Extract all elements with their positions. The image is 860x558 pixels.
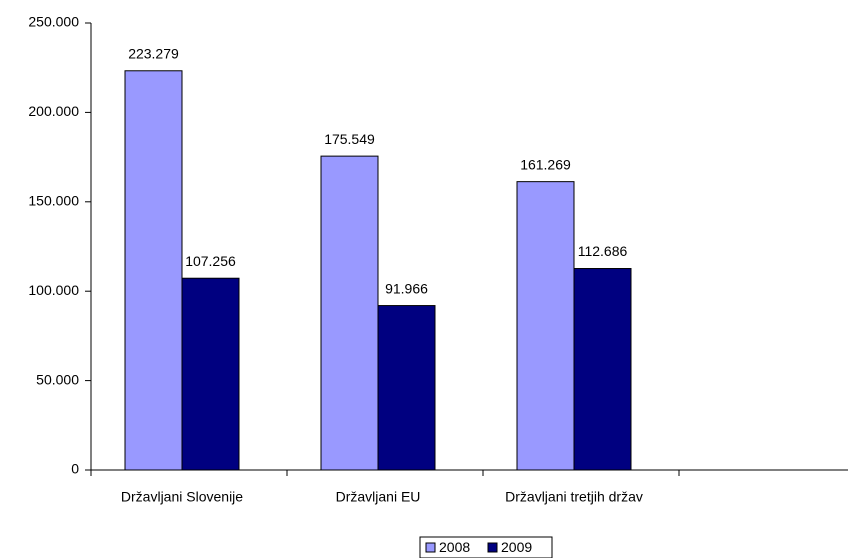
bar	[320, 155, 379, 471]
bar	[377, 305, 436, 471]
legend-swatch	[487, 542, 498, 553]
legend-box	[419, 536, 553, 558]
legend-swatch	[425, 542, 436, 553]
x-tick-label: Državljani tretjih držav	[505, 489, 643, 505]
value-label: 223.279	[128, 45, 179, 61]
y-tick-label: 100.000	[28, 282, 79, 298]
x-tick-label: Državljani EU	[336, 489, 421, 505]
x-tick-label: Državljani Slovenije	[121, 489, 243, 505]
legend-label: 2009	[501, 539, 532, 555]
y-tick-label: 0	[71, 461, 79, 477]
legend-label: 2008	[439, 539, 470, 555]
value-label: 161.269	[520, 156, 571, 172]
value-label: 91.966	[385, 280, 428, 296]
value-label: 112.686	[578, 243, 628, 259]
y-tick-label: 150.000	[28, 193, 79, 209]
y-tick-label: 250.000	[28, 14, 79, 30]
bar	[124, 70, 183, 471]
bar	[181, 277, 240, 471]
bar	[516, 181, 575, 471]
bar	[573, 268, 632, 471]
y-tick-label: 50.000	[36, 371, 79, 387]
value-label: 175.549	[324, 131, 375, 147]
value-label: 107.256	[185, 253, 236, 269]
y-tick-label: 200.000	[28, 103, 79, 119]
